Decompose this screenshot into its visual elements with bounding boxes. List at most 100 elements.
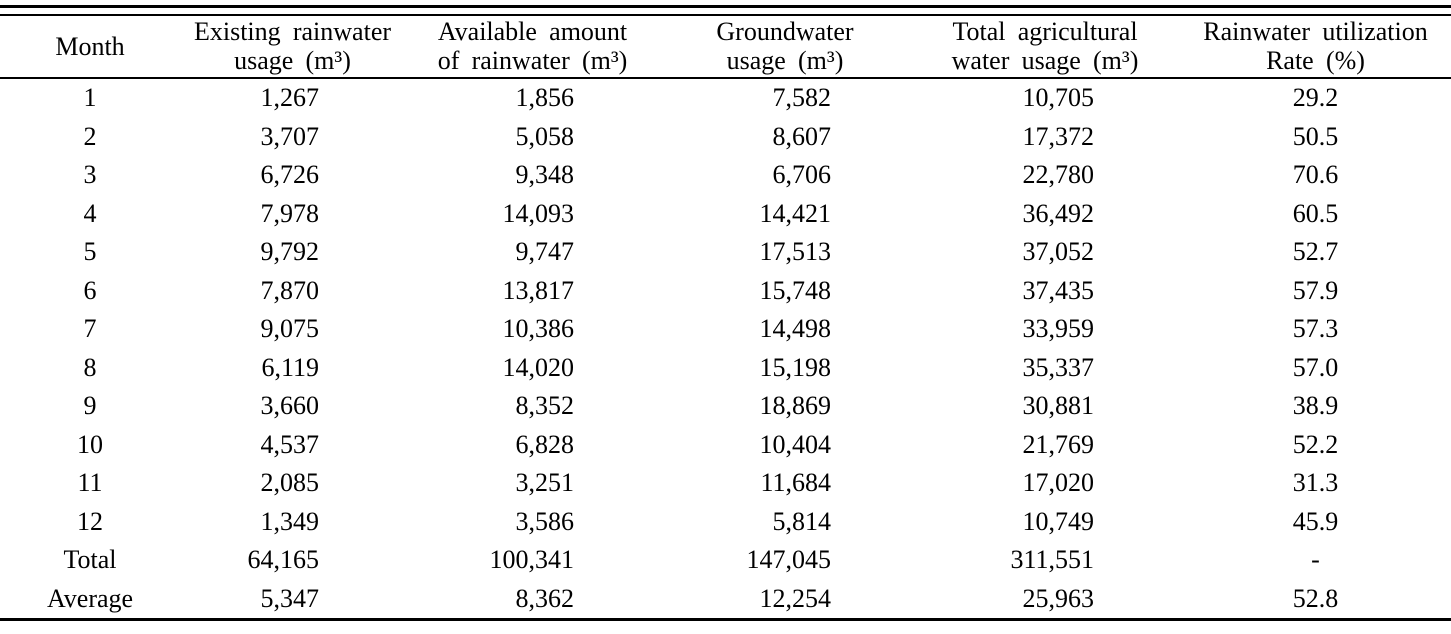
cell-total-agricultural-water-usage: 37,435 — [1022, 275, 1095, 305]
top-rule-thin — [0, 14, 1451, 16]
cell-existing-rainwater-usage: 9,792 — [260, 237, 320, 267]
cell-month: 6 — [83, 275, 97, 305]
cell-total-agricultural-water-usage: 25,963 — [1022, 583, 1095, 613]
header-line: usage (m³) — [726, 46, 844, 75]
cell-existing-rainwater-usage: 64,165 — [247, 545, 320, 575]
cell-groundwater-usage: 17,513 — [759, 237, 832, 267]
table-row: Average 5,347 8,362 12,254 25,963 52.8 — [0, 580, 1451, 620]
cell-rainwater-utilization-rate: 70.6 — [1292, 160, 1339, 190]
cell-month: 7 — [83, 314, 97, 344]
cell-existing-rainwater-usage: 6,726 — [260, 160, 320, 190]
cell-groundwater-usage: 15,748 — [759, 275, 832, 305]
cell-total-agricultural-water-usage: 17,020 — [1022, 468, 1095, 498]
header-line: water usage (m³) — [951, 46, 1139, 75]
cell-month: 12 — [77, 506, 103, 536]
col-header-available-amount-of-rainwater: Available amount of rainwater (m³) — [405, 16, 660, 78]
table-row: 5 9,792 9,747 17,513 37,052 52.7 — [0, 233, 1451, 272]
col-header-total-agricultural-water-usage: Total agricultural water usage (m³) — [910, 16, 1180, 78]
cell-rainwater-utilization-rate: 29.2 — [1292, 83, 1339, 113]
cell-groundwater-usage: 15,198 — [759, 352, 832, 382]
cell-available-amount-of-rainwater: 100,341 — [489, 545, 575, 575]
table-row: Total 64,165 100,341 147,045 311,551 - — [0, 541, 1451, 580]
cell-existing-rainwater-usage: 3,707 — [260, 121, 320, 151]
cell-available-amount-of-rainwater: 9,747 — [515, 237, 575, 267]
cell-existing-rainwater-usage: 9,075 — [260, 314, 320, 344]
cell-groundwater-usage: 7,582 — [772, 83, 832, 113]
cell-month: 3 — [83, 160, 97, 190]
cell-groundwater-usage: 5,814 — [772, 506, 832, 536]
cell-available-amount-of-rainwater: 10,386 — [502, 314, 575, 344]
cell-available-amount-of-rainwater: 3,251 — [515, 468, 575, 498]
cell-groundwater-usage: 18,869 — [759, 391, 832, 421]
cell-existing-rainwater-usage: 1,349 — [260, 506, 320, 536]
cell-existing-rainwater-usage: 4,537 — [260, 429, 320, 459]
cell-available-amount-of-rainwater: 1,856 — [515, 83, 575, 113]
table-row: 4 7,978 14,093 14,421 36,492 60.5 — [0, 195, 1451, 234]
cell-total-agricultural-water-usage: 35,337 — [1022, 352, 1095, 382]
cell-total-agricultural-water-usage: 17,372 — [1022, 121, 1095, 151]
cell-month: 2 — [83, 121, 97, 151]
paper-table-page: Month Existing rainwater usage (m³) Avai… — [0, 5, 1451, 634]
col-header-groundwater-usage: Groundwater usage (m³) — [660, 16, 910, 78]
cell-rainwater-utilization-rate: 31.3 — [1292, 468, 1339, 498]
cell-month: 8 — [83, 352, 97, 382]
cell-month: 1 — [83, 83, 97, 113]
cell-rainwater-utilization-rate: 38.9 — [1292, 391, 1339, 421]
cell-total-agricultural-water-usage: 22,780 — [1022, 160, 1095, 190]
cell-existing-rainwater-usage: 3,660 — [260, 391, 320, 421]
cell-month: 11 — [77, 468, 103, 498]
cell-total-agricultural-water-usage: 30,881 — [1022, 391, 1095, 421]
cell-available-amount-of-rainwater: 14,093 — [502, 198, 575, 228]
cell-month: 10 — [77, 429, 103, 459]
cell-rainwater-utilization-rate: 52.8 — [1292, 583, 1339, 613]
cell-available-amount-of-rainwater: 8,362 — [515, 583, 575, 613]
table-row: 11 2,085 3,251 11,684 17,020 31.3 — [0, 464, 1451, 503]
cell-total-agricultural-water-usage: 311,551 — [1010, 545, 1094, 575]
cell-month: Average — [46, 583, 134, 613]
table-row: 9 3,660 8,352 18,869 30,881 38.9 — [0, 387, 1451, 426]
header-line: usage (m³) — [234, 46, 351, 75]
cell-total-agricultural-water-usage: 10,705 — [1022, 83, 1095, 113]
table-header: Month Existing rainwater usage (m³) Avai… — [0, 16, 1451, 78]
table-row: 1 1,267 1,856 7,582 10,705 29.2 — [0, 78, 1451, 118]
header-line: Rate (%) — [1266, 46, 1365, 75]
cell-rainwater-utilization-rate: 60.5 — [1292, 198, 1339, 228]
table-row: 7 9,075 10,386 14,498 33,959 57.3 — [0, 310, 1451, 349]
col-header-month: Month — [0, 16, 180, 78]
table-row: 10 4,537 6,828 10,404 21,769 52.2 — [0, 426, 1451, 465]
cell-groundwater-usage: 10,404 — [759, 429, 832, 459]
cell-groundwater-usage: 14,421 — [759, 198, 832, 228]
header-line: Existing rainwater — [193, 17, 392, 46]
cell-existing-rainwater-usage: 6,119 — [261, 352, 319, 382]
cell-rainwater-utilization-rate: 57.9 — [1292, 275, 1339, 305]
cell-available-amount-of-rainwater: 5,058 — [515, 121, 575, 151]
col-header-existing-rainwater-usage: Existing rainwater usage (m³) — [180, 16, 405, 78]
cell-rainwater-utilization-rate: 50.5 — [1292, 121, 1339, 151]
cell-existing-rainwater-usage: 2,085 — [260, 468, 320, 498]
header-line: Rainwater utilization — [1203, 17, 1428, 46]
cell-rainwater-utilization-rate: 52.2 — [1292, 429, 1339, 459]
top-rule-thick — [0, 5, 1451, 8]
cell-groundwater-usage: 11,684 — [760, 468, 831, 498]
header-line: of rainwater (m³) — [437, 46, 628, 75]
cell-available-amount-of-rainwater: 8,352 — [515, 391, 575, 421]
cell-rainwater-utilization-rate: 52.7 — [1292, 237, 1339, 267]
cell-total-agricultural-water-usage: 10,749 — [1022, 506, 1095, 536]
cell-total-agricultural-water-usage: 36,492 — [1022, 198, 1095, 228]
cell-groundwater-usage: 14,498 — [759, 314, 832, 344]
header-line: Month — [55, 31, 125, 61]
cell-rainwater-utilization-rate: 45.9 — [1292, 506, 1339, 536]
cell-rainwater-utilization-rate: 57.3 — [1292, 314, 1339, 344]
cell-total-agricultural-water-usage: 33,959 — [1022, 314, 1095, 344]
table-body: 1 1,267 1,856 7,582 10,705 29.2 2 3,707 … — [0, 78, 1451, 620]
header-line: Total agricultural — [952, 17, 1138, 46]
cell-groundwater-usage: 8,607 — [772, 121, 832, 151]
cell-available-amount-of-rainwater: 3,586 — [515, 506, 575, 536]
cell-existing-rainwater-usage: 7,870 — [260, 275, 320, 305]
cell-existing-rainwater-usage: 1,267 — [260, 83, 320, 113]
cell-available-amount-of-rainwater: 9,348 — [515, 160, 575, 190]
cell-month: 9 — [83, 391, 97, 421]
cell-month: 4 — [83, 198, 97, 228]
table-row: 12 1,349 3,586 5,814 10,749 45.9 — [0, 503, 1451, 542]
cell-existing-rainwater-usage: 5,347 — [260, 583, 320, 613]
